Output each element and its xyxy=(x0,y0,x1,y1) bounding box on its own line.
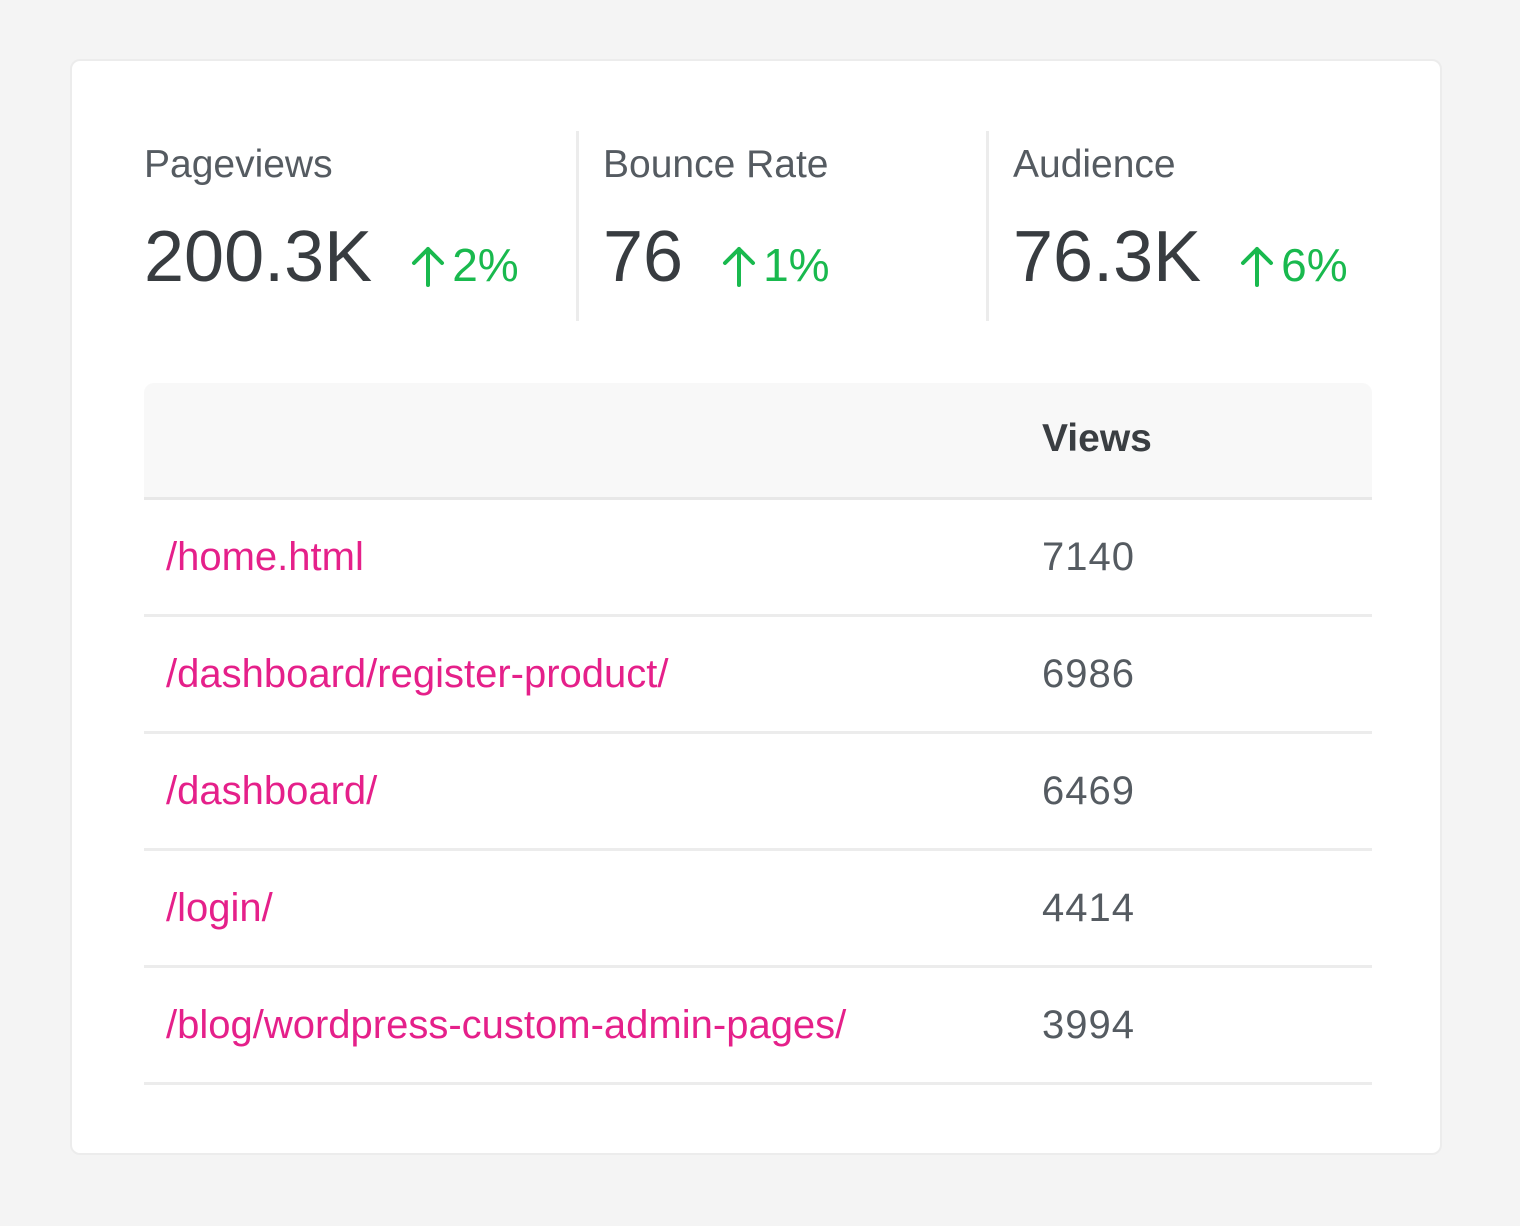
page-views-count: 6469 xyxy=(1042,769,1135,813)
table-row: /dashboard/ 6469 xyxy=(144,734,1372,851)
table-row: /home.html 7140 xyxy=(144,500,1372,617)
stat-bounce-rate: Bounce Rate 76 1% xyxy=(576,131,989,321)
page-views-count: 3994 xyxy=(1042,1003,1135,1047)
stat-pageviews: Pageviews 200.3K 2% xyxy=(144,131,576,321)
stat-label: Bounce Rate xyxy=(603,143,829,186)
pages-table: Views /home.html 7140 /dashboard/registe… xyxy=(144,383,1372,1085)
page-path-link[interactable]: /dashboard/register-product/ xyxy=(166,652,669,696)
page-path-link[interactable]: /dashboard/ xyxy=(166,769,378,813)
stat-label: Pageviews xyxy=(144,143,333,186)
table-row: /blog/wordpress-custom-admin-pages/ 3994 xyxy=(144,968,1372,1085)
stat-change: 6% xyxy=(1239,239,1348,291)
arrow-up-icon xyxy=(412,247,445,287)
table-row: /login/ 4414 xyxy=(144,851,1372,968)
page-views-count: 6986 xyxy=(1042,652,1135,696)
stat-change: 1% xyxy=(721,239,830,291)
stat-value: 200.3K xyxy=(144,217,373,297)
column-header-views: Views xyxy=(1042,417,1152,460)
arrow-up-icon xyxy=(1241,247,1274,287)
page-views-count: 7140 xyxy=(1042,535,1135,579)
page-views-count: 4414 xyxy=(1042,886,1135,930)
stats-row: Pageviews 200.3K 2% Bounce Rate 76 1% xyxy=(144,131,1372,321)
stat-value: 76 xyxy=(603,217,684,297)
stat-audience: Audience 76.3K 6% xyxy=(986,131,1375,321)
analytics-card: Pageviews 200.3K 2% Bounce Rate 76 1% xyxy=(70,59,1442,1155)
stat-change-value: 6% xyxy=(1281,239,1348,291)
table-row: /dashboard/register-product/ 6986 xyxy=(144,617,1372,734)
stat-label: Audience xyxy=(1013,143,1176,186)
stat-change: 2% xyxy=(410,239,519,291)
page-path-link[interactable]: /blog/wordpress-custom-admin-pages/ xyxy=(166,1003,847,1047)
arrow-up-icon xyxy=(723,247,756,287)
stat-change-value: 1% xyxy=(763,239,830,291)
stat-value: 76.3K xyxy=(1013,217,1202,297)
page-path-link[interactable]: /login/ xyxy=(166,886,273,930)
stat-change-value: 2% xyxy=(452,239,519,291)
table-header: Views xyxy=(144,383,1372,500)
page-path-link[interactable]: /home.html xyxy=(166,535,364,579)
